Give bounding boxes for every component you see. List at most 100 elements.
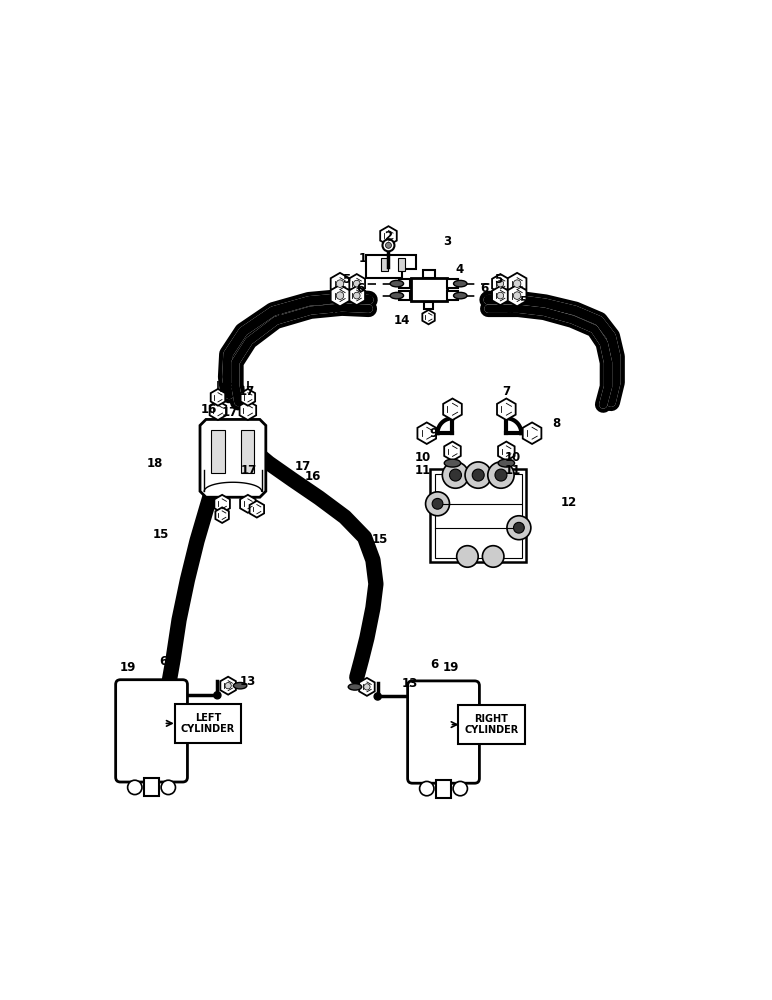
Text: 5: 5 bbox=[343, 273, 350, 286]
Bar bbox=[144, 778, 159, 796]
Text: 4: 4 bbox=[455, 263, 464, 276]
Polygon shape bbox=[348, 274, 365, 293]
Polygon shape bbox=[380, 226, 397, 245]
Text: 11: 11 bbox=[415, 464, 431, 477]
Polygon shape bbox=[215, 507, 229, 523]
Circle shape bbox=[225, 683, 232, 689]
Circle shape bbox=[354, 280, 360, 287]
Bar bbox=[447, 279, 458, 288]
Bar bbox=[430, 469, 526, 562]
Circle shape bbox=[127, 780, 142, 795]
Circle shape bbox=[457, 546, 478, 567]
Polygon shape bbox=[210, 401, 226, 420]
Circle shape bbox=[482, 546, 504, 567]
Text: 16: 16 bbox=[201, 403, 217, 416]
Text: 17: 17 bbox=[222, 406, 238, 419]
Circle shape bbox=[382, 239, 394, 251]
Circle shape bbox=[497, 280, 503, 287]
Bar bbox=[242, 430, 255, 473]
Ellipse shape bbox=[453, 280, 467, 287]
Text: RIGHT
CYLINDER: RIGHT CYLINDER bbox=[464, 714, 519, 735]
Text: 6: 6 bbox=[480, 282, 489, 295]
Text: 14: 14 bbox=[394, 314, 410, 327]
Polygon shape bbox=[523, 422, 541, 444]
Text: 5: 5 bbox=[494, 273, 503, 286]
Circle shape bbox=[453, 781, 468, 796]
Circle shape bbox=[425, 492, 449, 516]
Text: 17: 17 bbox=[295, 460, 311, 473]
Polygon shape bbox=[220, 677, 236, 695]
Circle shape bbox=[374, 693, 381, 700]
Text: 6: 6 bbox=[159, 655, 168, 668]
Polygon shape bbox=[492, 286, 509, 305]
Ellipse shape bbox=[498, 459, 515, 467]
Polygon shape bbox=[444, 442, 461, 461]
Text: 8: 8 bbox=[552, 417, 560, 430]
Polygon shape bbox=[200, 419, 266, 497]
Circle shape bbox=[337, 280, 344, 287]
Text: 19: 19 bbox=[442, 661, 459, 674]
Text: 3: 3 bbox=[444, 235, 452, 248]
Circle shape bbox=[497, 292, 503, 299]
FancyBboxPatch shape bbox=[175, 704, 242, 743]
Circle shape bbox=[214, 692, 221, 699]
Bar bbox=[398, 258, 405, 271]
Circle shape bbox=[513, 280, 521, 287]
Polygon shape bbox=[497, 399, 516, 420]
Polygon shape bbox=[508, 273, 527, 294]
Text: 5: 5 bbox=[317, 295, 324, 308]
Text: LEFT
CYLINDER: LEFT CYLINDER bbox=[181, 713, 235, 734]
Text: 13: 13 bbox=[402, 677, 418, 690]
Bar bbox=[411, 278, 446, 301]
Bar bbox=[447, 291, 458, 300]
Circle shape bbox=[472, 469, 484, 481]
Text: 6: 6 bbox=[505, 304, 513, 317]
Circle shape bbox=[337, 292, 344, 299]
Text: 2: 2 bbox=[384, 230, 392, 243]
Circle shape bbox=[354, 292, 360, 299]
Text: 6: 6 bbox=[356, 282, 364, 295]
Polygon shape bbox=[241, 389, 255, 406]
Circle shape bbox=[495, 469, 507, 481]
Circle shape bbox=[488, 462, 514, 488]
Circle shape bbox=[420, 781, 434, 796]
Circle shape bbox=[385, 242, 391, 248]
Text: 15: 15 bbox=[153, 528, 169, 541]
Polygon shape bbox=[211, 389, 225, 406]
Ellipse shape bbox=[453, 292, 467, 299]
Text: 17: 17 bbox=[241, 464, 257, 477]
Polygon shape bbox=[215, 495, 230, 513]
Text: 17: 17 bbox=[239, 385, 256, 398]
Polygon shape bbox=[240, 495, 256, 513]
Text: 10: 10 bbox=[504, 451, 520, 464]
Circle shape bbox=[432, 498, 443, 509]
FancyBboxPatch shape bbox=[116, 680, 188, 782]
Bar bbox=[424, 302, 433, 309]
Polygon shape bbox=[359, 678, 374, 696]
Bar bbox=[381, 258, 388, 271]
Polygon shape bbox=[422, 310, 435, 324]
Ellipse shape bbox=[348, 684, 362, 690]
Polygon shape bbox=[330, 285, 350, 306]
Circle shape bbox=[364, 684, 370, 690]
Text: 15: 15 bbox=[371, 533, 388, 546]
Text: 11: 11 bbox=[504, 464, 520, 477]
Circle shape bbox=[161, 780, 175, 795]
Polygon shape bbox=[508, 285, 527, 306]
Bar bbox=[436, 780, 451, 798]
FancyBboxPatch shape bbox=[459, 705, 525, 744]
Polygon shape bbox=[443, 399, 462, 420]
Ellipse shape bbox=[390, 292, 404, 299]
Polygon shape bbox=[239, 401, 256, 420]
Text: 16: 16 bbox=[218, 382, 235, 395]
Circle shape bbox=[513, 292, 521, 299]
Polygon shape bbox=[330, 273, 350, 294]
Bar bbox=[435, 474, 522, 558]
Polygon shape bbox=[498, 442, 515, 461]
Text: 16: 16 bbox=[305, 470, 321, 483]
Text: 13: 13 bbox=[240, 675, 256, 688]
Text: 6: 6 bbox=[331, 305, 340, 318]
Ellipse shape bbox=[444, 459, 461, 467]
Ellipse shape bbox=[233, 682, 247, 689]
Text: 5: 5 bbox=[520, 295, 528, 308]
